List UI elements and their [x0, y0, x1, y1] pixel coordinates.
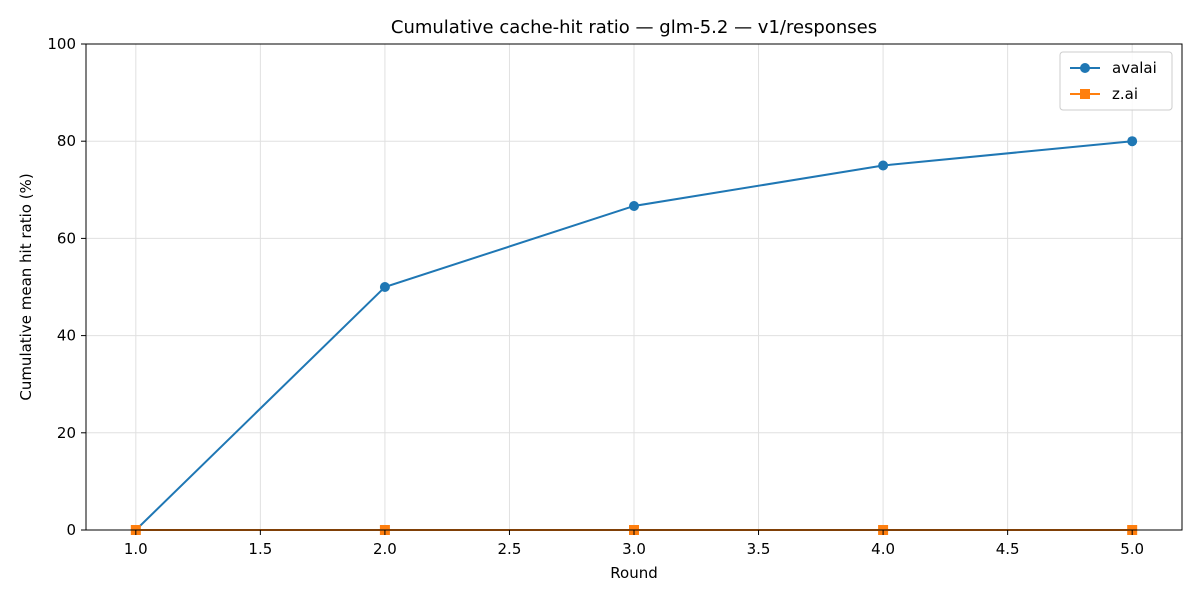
data-point-avalai: [629, 200, 639, 211]
chart-title: Cumulative cache-hit ratio — glm-5.2 — v…: [391, 17, 877, 38]
y-tick-label: 20: [57, 424, 76, 442]
y-tick-label: 80: [57, 132, 76, 150]
y-tick-label: 100: [47, 35, 76, 53]
legend-label: z.ai: [1112, 85, 1138, 103]
x-tick-label: 3.0: [622, 540, 646, 558]
x-axis: 1.0 1.5 2.0 2.5 3.0 3.5 4.0 4.5 5.0: [124, 530, 1144, 558]
x-tick-label: 4.5: [996, 540, 1020, 558]
legend-label: avalai: [1112, 59, 1157, 77]
x-tick-label: 2.5: [498, 540, 522, 558]
y-tick-label: 0: [66, 521, 76, 539]
data-point-avalai: [1127, 136, 1138, 147]
y-axis: 0 20 40 60 80 100: [47, 35, 86, 539]
legend-marker-z.ai: [1080, 89, 1090, 99]
y-axis-label: Cumulative mean hit ratio (%): [17, 173, 35, 400]
x-tick-label: 1.0: [124, 540, 148, 558]
x-tick-label: 1.5: [248, 540, 272, 558]
legend: avalai z.ai: [1059, 51, 1173, 111]
x-tick-label: 3.5: [747, 540, 771, 558]
x-tick-label: 2.0: [373, 540, 397, 558]
x-tick-label: 4.0: [871, 540, 895, 558]
legend-marker-avalai: [1080, 63, 1090, 73]
y-tick-label: 60: [57, 229, 76, 247]
x-axis-label: Round: [610, 564, 657, 582]
data-point-avalai: [379, 282, 390, 292]
y-tick-label: 40: [57, 327, 76, 345]
x-tick-label: 5.0: [1120, 540, 1144, 558]
data-point-avalai: [878, 160, 889, 171]
